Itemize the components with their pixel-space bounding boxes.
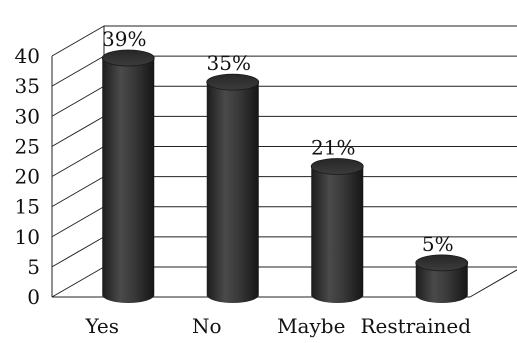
depth-line-25 [51,115,105,147]
y-tick-label-0: 0 [27,285,40,309]
y-tick-label-30: 30 [15,104,40,128]
depth-line-5 [51,236,105,268]
bar-maybe [310,158,364,303]
bar-cap [101,49,155,67]
bars [101,49,469,304]
floor-right-edge [469,269,517,298]
bar-body [206,82,259,303]
y-tick-label-10: 10 [15,225,40,249]
bar-restrained [415,254,469,303]
x-tick-label-yes: Yes [84,314,119,338]
bar-cap [206,73,260,91]
bar-yes [101,49,155,304]
y-tick-label-5: 5 [27,255,40,279]
bar-body [102,58,155,304]
y-tick-label-35: 35 [15,74,40,98]
y-tick-label-20: 20 [15,165,40,189]
data-label-yes: 39% [102,27,146,51]
x-tick-label-maybe: Maybe [277,314,345,338]
data-label-no: 35% [207,51,251,75]
data-label-maybe: 21% [311,135,355,159]
depth-line-0 [51,266,105,298]
bar-no [206,73,260,303]
y-tick-label-40: 40 [15,44,40,68]
bar-cap [415,254,469,272]
depth-line-30 [51,85,105,117]
depth-line-40 [51,25,105,57]
y-tick-label-25: 25 [15,134,40,158]
depth-line-20 [51,146,105,177]
depth-line-15 [51,176,105,208]
depth-line-10 [51,206,105,238]
bar-cap [310,158,364,175]
y-tick-label-15: 15 [15,195,40,219]
x-tick-label-no: No [192,314,222,338]
bar-body [311,166,364,303]
data-label-restrained: 5% [422,232,454,256]
x-tick-label-restrained: Restrained [360,314,471,338]
depth-line-35 [51,55,105,87]
bar-body [415,262,468,303]
labels: 0 5 10 15 20 25 30 35 40 39% Yes 35% No 21% Maybe 5% Res… [15,27,472,338]
